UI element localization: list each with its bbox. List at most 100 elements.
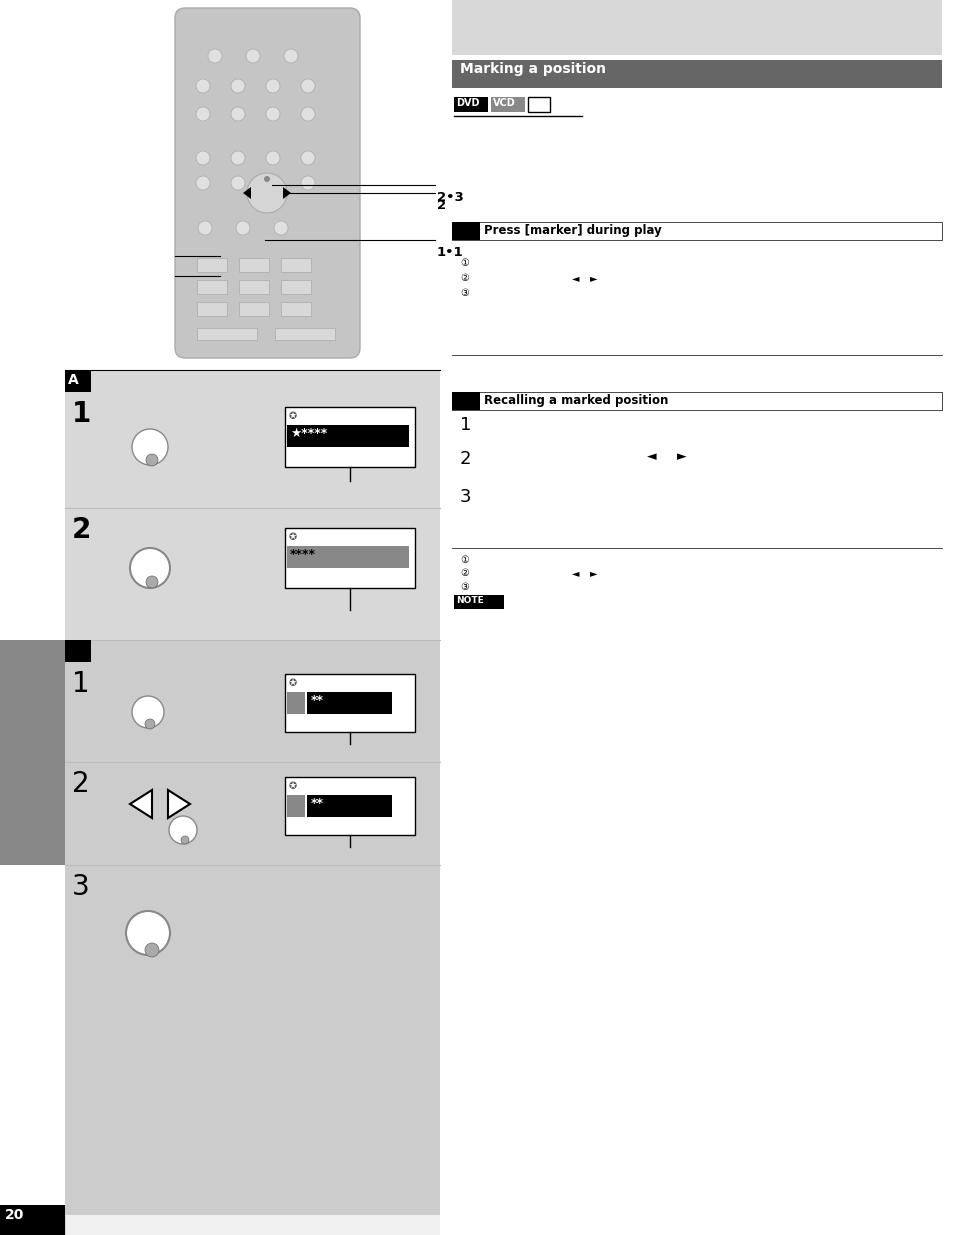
Circle shape bbox=[231, 177, 245, 190]
Bar bbox=[281, 280, 311, 294]
Text: ◄: ◄ bbox=[572, 568, 578, 578]
Circle shape bbox=[145, 719, 154, 729]
Bar bbox=[307, 692, 392, 714]
Text: ✪: ✪ bbox=[289, 532, 296, 542]
Polygon shape bbox=[243, 186, 251, 199]
Bar bbox=[452, 391, 479, 410]
Bar bbox=[287, 546, 409, 568]
Bar bbox=[452, 222, 941, 240]
Text: ****: **** bbox=[290, 548, 315, 561]
Bar bbox=[0, 0, 65, 1235]
Circle shape bbox=[145, 944, 159, 957]
Text: ③: ③ bbox=[459, 582, 468, 592]
Circle shape bbox=[146, 454, 158, 466]
Circle shape bbox=[301, 151, 314, 165]
Bar bbox=[287, 692, 305, 714]
Text: 1: 1 bbox=[459, 416, 471, 433]
Text: NOTE: NOTE bbox=[456, 597, 483, 605]
Bar bbox=[285, 529, 415, 588]
Text: ►: ► bbox=[677, 450, 686, 463]
Bar bbox=[281, 258, 311, 272]
Text: ✪: ✪ bbox=[289, 411, 296, 421]
Circle shape bbox=[198, 221, 212, 235]
Circle shape bbox=[195, 107, 210, 121]
Bar bbox=[452, 0, 941, 56]
Bar bbox=[491, 98, 524, 112]
Text: ►: ► bbox=[589, 273, 597, 283]
Circle shape bbox=[235, 221, 250, 235]
Bar bbox=[285, 777, 415, 835]
Circle shape bbox=[266, 177, 280, 190]
Text: ①: ① bbox=[459, 555, 468, 564]
Circle shape bbox=[284, 49, 297, 63]
Bar bbox=[196, 258, 227, 272]
Text: ②: ② bbox=[459, 568, 468, 578]
Circle shape bbox=[301, 177, 314, 190]
Bar bbox=[196, 280, 227, 294]
Bar bbox=[527, 98, 550, 112]
Text: VCD: VCD bbox=[493, 98, 516, 107]
Bar bbox=[65, 508, 439, 640]
Text: 2•3: 2•3 bbox=[436, 191, 463, 204]
Bar bbox=[0, 1205, 65, 1235]
Bar bbox=[454, 595, 503, 609]
Text: Recalling a marked position: Recalling a marked position bbox=[483, 394, 668, 408]
Circle shape bbox=[231, 107, 245, 121]
Circle shape bbox=[266, 79, 280, 93]
Circle shape bbox=[181, 836, 189, 844]
Circle shape bbox=[246, 49, 260, 63]
Bar bbox=[239, 258, 269, 272]
Bar bbox=[287, 425, 409, 447]
Bar bbox=[439, 0, 953, 1235]
Text: 20: 20 bbox=[5, 1208, 25, 1221]
Polygon shape bbox=[283, 186, 291, 199]
Text: 1•1: 1•1 bbox=[436, 246, 463, 259]
Text: **: ** bbox=[311, 797, 324, 810]
Bar bbox=[454, 98, 488, 112]
Bar bbox=[65, 0, 439, 370]
Bar bbox=[452, 222, 479, 240]
Bar bbox=[307, 795, 392, 818]
Text: 3: 3 bbox=[71, 873, 90, 902]
Text: A: A bbox=[68, 373, 79, 387]
Circle shape bbox=[169, 816, 196, 844]
Text: 1: 1 bbox=[71, 400, 91, 429]
FancyBboxPatch shape bbox=[174, 7, 359, 358]
Circle shape bbox=[132, 429, 168, 466]
Circle shape bbox=[247, 173, 287, 212]
Text: ★****: ★**** bbox=[290, 427, 327, 440]
Bar bbox=[65, 370, 439, 391]
Circle shape bbox=[301, 79, 314, 93]
Text: 3: 3 bbox=[459, 488, 471, 506]
Bar bbox=[196, 329, 256, 340]
Bar bbox=[65, 391, 439, 508]
Text: Press [marker] during play: Press [marker] during play bbox=[483, 224, 661, 237]
Bar bbox=[285, 408, 415, 467]
Polygon shape bbox=[130, 790, 152, 818]
Circle shape bbox=[264, 177, 270, 182]
Text: Marking a position: Marking a position bbox=[459, 62, 605, 77]
Bar bbox=[239, 280, 269, 294]
Bar bbox=[285, 674, 415, 732]
Circle shape bbox=[231, 151, 245, 165]
Bar bbox=[196, 303, 227, 316]
Circle shape bbox=[301, 107, 314, 121]
Circle shape bbox=[208, 49, 222, 63]
Text: ►: ► bbox=[589, 568, 597, 578]
Text: ◄: ◄ bbox=[646, 450, 656, 463]
Circle shape bbox=[266, 151, 280, 165]
Text: 2: 2 bbox=[71, 516, 91, 543]
Circle shape bbox=[195, 79, 210, 93]
Circle shape bbox=[126, 911, 170, 955]
Bar bbox=[0, 640, 65, 864]
Text: **: ** bbox=[311, 694, 324, 706]
Text: 2: 2 bbox=[436, 199, 446, 212]
Text: ✪: ✪ bbox=[289, 678, 296, 688]
Text: ✪: ✪ bbox=[289, 781, 296, 790]
Bar bbox=[281, 303, 311, 316]
Bar bbox=[65, 640, 439, 662]
Text: ③: ③ bbox=[459, 288, 468, 298]
Text: ①: ① bbox=[459, 258, 468, 268]
Bar bbox=[65, 864, 439, 1215]
Circle shape bbox=[130, 548, 170, 588]
